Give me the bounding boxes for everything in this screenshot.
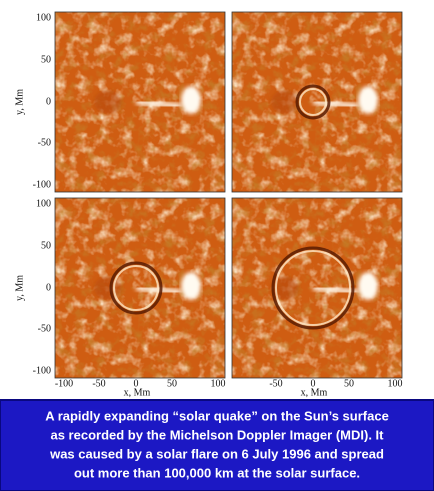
quake-ring-dark [109,261,163,315]
quake-ring-dark [295,84,331,120]
panel-frame [54,11,226,193]
quake-ring-light [299,88,327,116]
caption-line: was caused by a solar flare on 6 July 19… [49,446,384,461]
flare-plage [358,272,378,300]
solar-panel [231,11,403,193]
flare-plage [181,86,201,114]
solar-panel [231,197,403,379]
y-tick-label: 0 [46,96,51,107]
x-tick-label: -50 [269,378,282,389]
y-tick-label: -50 [38,137,51,148]
x-axis-label: x, Mm [301,387,328,398]
y-tick-label: 50 [41,240,51,251]
x-tick-label: -100 [55,378,73,389]
flare-plage [358,86,378,114]
y-tick-label: 0 [46,282,51,293]
flare-streak [312,99,359,109]
x-tick-label: 0 [134,378,139,389]
x-tick-label: 0 [311,378,316,389]
y-tick-label: -50 [38,323,51,334]
quake-ring-light [113,265,159,311]
caption-line: as recorded by the Michelson Doppler Ima… [50,427,384,442]
x-tick-label: 50 [344,378,354,389]
y-tick-label: 50 [41,54,51,65]
x-tick-label: 100 [388,378,403,389]
y-tick-label: -100 [33,179,51,190]
y-tick-label: 100 [36,198,51,209]
x-tick-label: -50 [92,378,105,389]
caption-line: out more than 100,000 km at the solar su… [74,465,360,480]
y-tick-label: -100 [33,365,51,376]
y-axis-label: y, Mm [14,275,25,301]
panel-frame [231,197,403,379]
x-tick-label: 100 [211,378,226,389]
y-tick-label: 100 [36,12,51,23]
quake-ring-dark [271,246,355,330]
caption-box [0,399,434,491]
shadow-blob [94,276,122,300]
quake-ring-light [275,250,351,326]
panel-frame [231,11,403,193]
solar-panel [54,197,226,379]
caption-line: A rapidly expanding “solar quake” on the… [45,408,389,423]
panel-frame [54,197,226,379]
flare-plage [181,272,201,300]
shadow-blob [271,276,299,300]
y-axis-label: y, Mm [14,89,25,115]
shadow-blob [271,90,299,114]
x-tick-label: 50 [167,378,177,389]
shadow-blob [94,90,122,114]
flare-streak [135,99,182,109]
solar-panel [54,11,226,193]
x-axis-label: x, Mm [124,387,151,398]
